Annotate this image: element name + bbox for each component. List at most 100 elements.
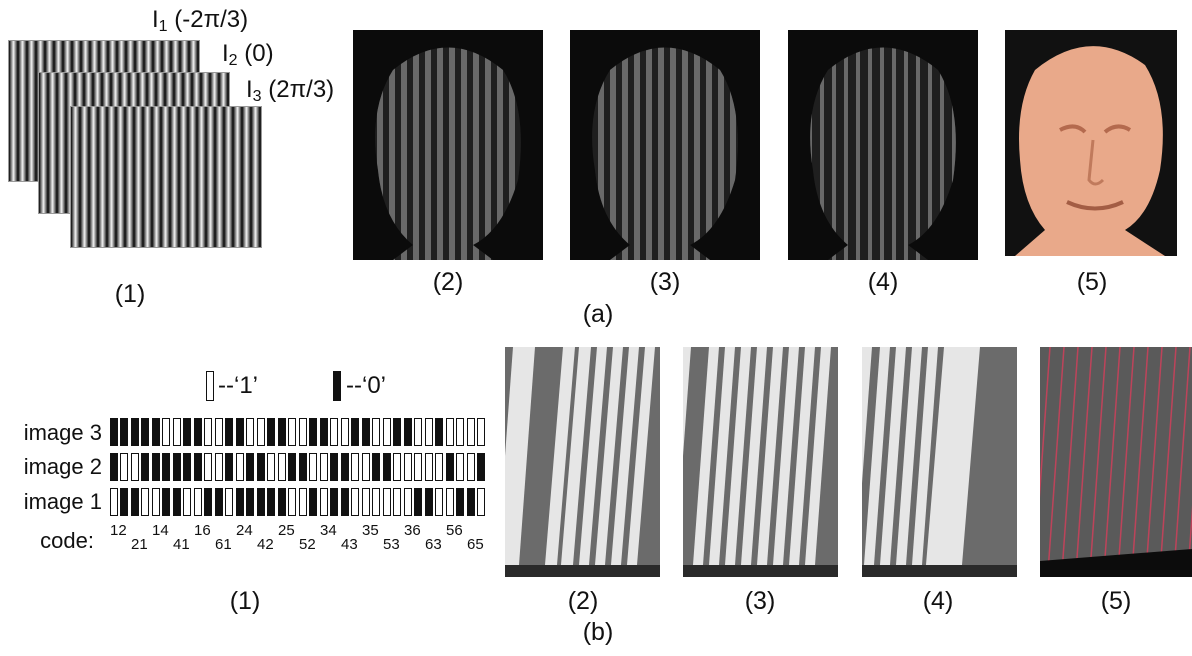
code-bar [477,488,485,516]
code-bar [330,453,338,481]
caption-b2: (2) [567,587,599,615]
code-bar [204,488,212,516]
code-bar [309,488,317,516]
code-bar [225,418,233,446]
code-number: 65 [467,536,484,553]
code-bar [341,453,349,481]
code-number: 25 [278,522,295,539]
fringe-face-image-1 [353,30,543,260]
code-bar [330,488,338,516]
code-bar [225,453,233,481]
code-bar [204,453,212,481]
code-bar [467,418,475,446]
code-bar [362,418,370,446]
stripe-image-2 [683,347,838,577]
code-grid: 12 21 14 41 16 61 24 42 25 52 34 43 35 53 36 63 56 65 [110,418,490,558]
row-label-image3: image 3 [23,420,102,445]
code-bar [173,488,181,516]
caption-a2: (2) [432,268,464,296]
code-bar [152,418,160,446]
code-bar [383,453,391,481]
code-bar [141,488,149,516]
code-bar [215,488,223,516]
caption-a3: (3) [649,268,681,296]
code-bar [299,418,307,446]
code-bar [246,453,254,481]
code-bar [351,453,359,481]
code-number: 43 [341,536,358,553]
code-bar [194,488,202,516]
code-number: 63 [425,536,442,553]
code-bar [267,488,275,516]
code-bar [194,418,202,446]
code-bar [435,488,443,516]
code-bar [141,453,149,481]
code-bar [267,418,275,446]
code-bar [372,453,380,481]
code-bar [425,453,433,481]
code-bar [120,488,128,516]
fringe-pattern-i3 [70,106,262,248]
row-label-image2: image 2 [23,454,102,479]
code-number: 53 [383,536,400,553]
code-bar [330,418,338,446]
caption-b5: (5) [1100,587,1132,615]
reconstruction-image [1005,30,1177,256]
code-bar [110,488,118,516]
caption-a5: (5) [1076,268,1108,296]
legend-black-swatch [333,371,341,401]
code-bar [288,453,296,481]
code-bar [362,453,370,481]
code-bar [351,418,359,446]
code-bar [320,418,328,446]
code-bar [393,453,401,481]
code-bar [257,418,265,446]
panel-label-b: (b) [582,618,614,646]
code-bar [152,488,160,516]
decoded-overlay-image [1040,347,1192,577]
legend-black-label: --‘0’ [346,372,386,399]
code-bar [288,418,296,446]
code-number: 36 [404,522,421,539]
code-bar [236,488,244,516]
caption-a1: (1) [114,280,146,308]
code-bar [414,453,422,481]
stripe-image-1 [505,347,660,577]
code-number: 52 [299,536,316,553]
code-bar [246,488,254,516]
code-bar [131,418,139,446]
code-bar [425,488,433,516]
code-number: 12 [110,522,127,539]
code-bar [141,418,149,446]
code-number: 24 [236,522,253,539]
code-bar [246,418,254,446]
panel-label-a: (a) [582,300,614,328]
code-bar [131,453,139,481]
code-bar [110,418,118,446]
code-bar [362,488,370,516]
caption-b1: (1) [229,587,261,615]
code-number: 41 [173,536,190,553]
fringe-label-i3: I3 (2π/3) [246,76,335,105]
code-number: 56 [446,522,463,539]
code-bar [236,453,244,481]
code-bar [162,488,170,516]
code-bar [393,488,401,516]
code-bar [393,418,401,446]
code-bar [173,453,181,481]
code-bar [372,488,380,516]
code-bar [204,418,212,446]
code-bar [183,453,191,481]
code-number: 42 [257,536,274,553]
fringe-label-i2: I2 (0) [222,40,274,69]
code-bar [414,488,422,516]
code-bar [225,488,233,516]
caption-b4: (4) [922,587,954,615]
code-bar [257,488,265,516]
code-bar [435,453,443,481]
stripe-image-3 [862,347,1017,577]
code-number: 21 [131,536,148,553]
code-bar [183,488,191,516]
code-bar [404,453,412,481]
code-bar [467,488,475,516]
